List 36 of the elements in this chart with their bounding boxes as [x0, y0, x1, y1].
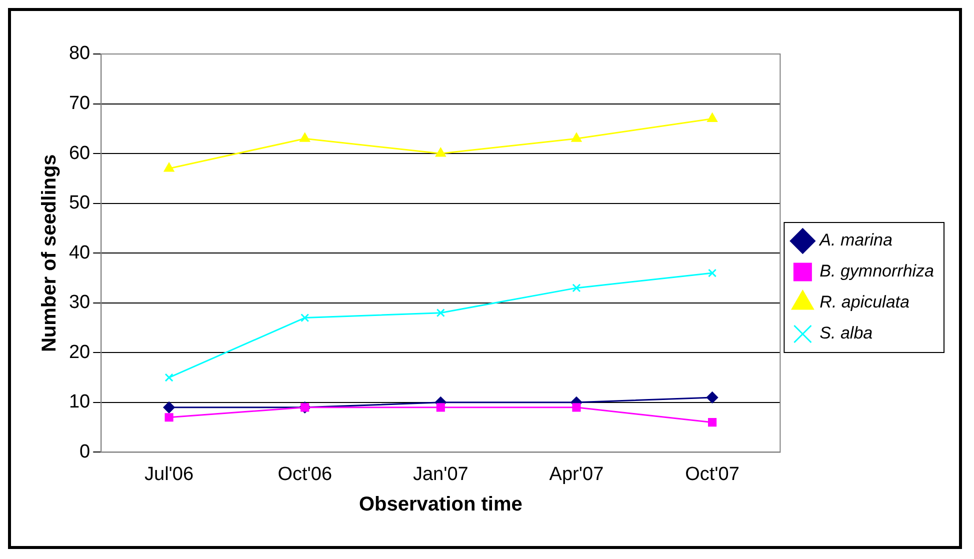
y-tick-label: 40 [68, 242, 90, 264]
point [300, 132, 310, 142]
legend-label: A. marina [818, 230, 892, 250]
point [706, 392, 718, 404]
legend-label: S. alba [820, 324, 873, 343]
point [164, 413, 174, 422]
point [436, 308, 445, 318]
y-tick-label: 10 [68, 392, 90, 413]
y-tick-label: 60 [68, 142, 90, 164]
legend-label: R. apiculata [820, 292, 910, 312]
y-tick-label: 70 [68, 93, 90, 114]
point [571, 132, 582, 142]
x-tick-label: Oct'07 [685, 464, 740, 485]
point [436, 148, 446, 157]
x-axis-title: Observation time [358, 494, 522, 516]
y-axis-title: Number of seedlings [38, 154, 61, 352]
point [436, 403, 445, 412]
x-tick-label: Jul'06 [144, 464, 194, 485]
x-tick-label: Apr'07 [549, 464, 604, 485]
x-tick-label: Oct'06 [278, 464, 332, 485]
point [164, 373, 174, 382]
point [572, 284, 581, 292]
point [572, 403, 581, 412]
point [163, 402, 175, 414]
x-tick-label: Jan'07 [412, 464, 468, 485]
y-tick-label: 0 [80, 441, 90, 462]
y-tick-label: 30 [68, 292, 90, 314]
y-tick-label: 20 [68, 342, 90, 363]
point [708, 418, 717, 427]
y-tick-label: 50 [68, 192, 90, 214]
point [164, 162, 174, 172]
legend-label: B. gymnorrhiza [820, 262, 934, 281]
point [300, 314, 310, 322]
point [707, 112, 718, 122]
y-tick-label: 80 [68, 43, 90, 64]
point [708, 268, 717, 278]
